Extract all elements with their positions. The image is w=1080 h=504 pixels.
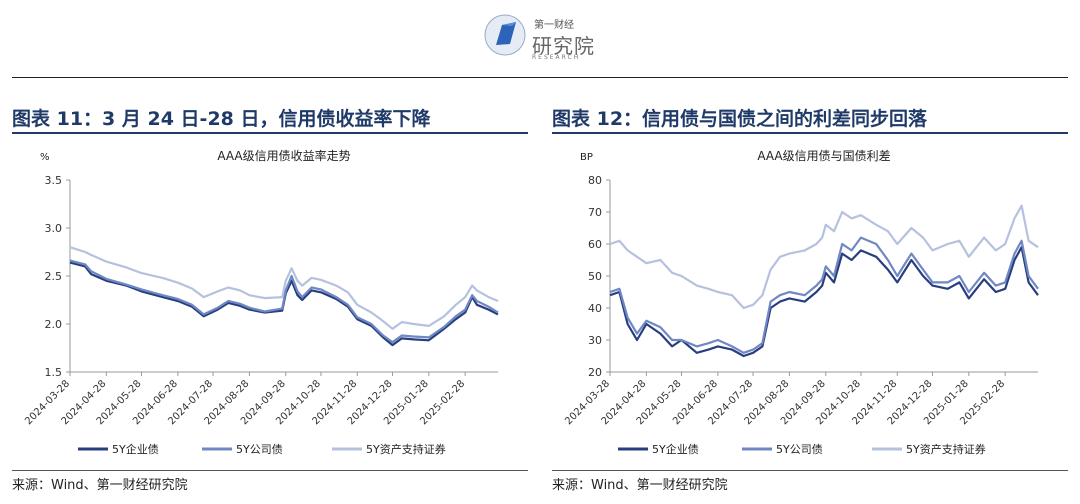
y-tick-label: 3.0 bbox=[45, 222, 63, 235]
source-divider-left bbox=[12, 470, 528, 471]
y-tick-label: 40 bbox=[588, 302, 602, 315]
legend-label-1: 5Y企业债 bbox=[112, 442, 159, 456]
series-line-3 bbox=[609, 204, 1039, 310]
panel-title-right: 图表 12：信用债与国债之间的利差同步回落 bbox=[552, 108, 928, 130]
y-axis-unit: BP bbox=[580, 152, 593, 163]
y-tick-label: 3.5 bbox=[45, 174, 63, 187]
y-tick-label: 80 bbox=[588, 174, 602, 187]
source-note-left: 来源：Wind、第一财经研究院 bbox=[12, 478, 188, 493]
legend-label-2: 5Y公司债 bbox=[236, 442, 283, 456]
chart-title: AAA级信用债与国债利差 bbox=[757, 149, 890, 163]
logo-text-large: 研究院 bbox=[532, 34, 595, 58]
y-tick-label: 60 bbox=[588, 238, 602, 251]
chart-title: AAA级信用债收益率走势 bbox=[217, 148, 350, 163]
y-tick-label: 70 bbox=[588, 206, 602, 219]
logo-text-small: 第一财经 bbox=[534, 20, 574, 31]
y-axis-unit: % bbox=[40, 152, 50, 163]
header-divider bbox=[12, 77, 1068, 78]
legend-label-3: 5Y资产支持证券 bbox=[906, 442, 986, 456]
legend-label-2: 5Y公司债 bbox=[776, 442, 823, 456]
brand-mark-icon bbox=[484, 14, 526, 56]
y-tick-label: 2.0 bbox=[45, 318, 63, 331]
y-tick-label: 30 bbox=[588, 334, 602, 347]
panel-divider-right bbox=[552, 132, 1068, 134]
series-line-2 bbox=[609, 236, 1039, 354]
report-header: 第一财经 研究院 RESEARCH bbox=[0, 0, 1080, 78]
panel-divider-left bbox=[12, 132, 528, 134]
series-line-3 bbox=[69, 246, 499, 330]
series-line-1 bbox=[69, 261, 499, 347]
brand-logo: 第一财经 研究院 RESEARCH bbox=[474, 8, 614, 64]
legend-label-3: 5Y资产支持证券 bbox=[366, 442, 446, 456]
source-divider-right bbox=[552, 470, 1068, 471]
yield-chart: AAA级信用债收益率走势%1.52.02.53.03.52024-03-2820… bbox=[23, 148, 499, 456]
y-tick-label: 2.5 bbox=[45, 270, 63, 283]
y-tick-label: 1.5 bbox=[45, 366, 63, 379]
logo-text-english: RESEARCH bbox=[532, 54, 581, 61]
legend-label-1: 5Y企业债 bbox=[652, 442, 699, 456]
series-line-2 bbox=[69, 259, 499, 344]
y-tick-label: 20 bbox=[588, 366, 602, 379]
panel-title-left: 图表 11：3 月 24 日-28 日，信用债收益率下降 bbox=[12, 108, 431, 130]
y-tick-label: 50 bbox=[588, 270, 602, 283]
source-note-right: 来源：Wind、第一财经研究院 bbox=[552, 478, 728, 493]
spread-chart: AAA级信用债与国债利差BP203040506070802024-03-2820… bbox=[563, 149, 1039, 456]
